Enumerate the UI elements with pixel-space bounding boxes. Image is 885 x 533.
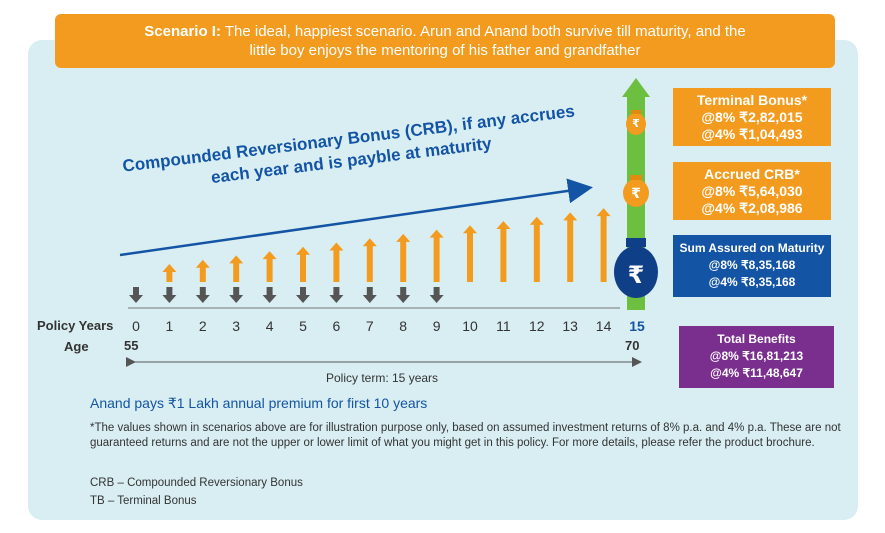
maturity-arrow-head [622, 78, 650, 97]
premium-text: Anand pays ₹1 Lakh annual premium for fi… [90, 395, 428, 411]
rupee-icon-large: ₹ [628, 261, 645, 289]
policy-year-12: 12 [529, 318, 545, 334]
terminal-bonus-title: Terminal Bonus* [696, 92, 808, 108]
accrued-crb-8: @8% ₹5,64,030 [701, 183, 803, 199]
abbr-crb: CRB – Compounded Reversionary Bonus [90, 477, 303, 489]
sum-assured-8: @8% ₹8,35,168 [708, 258, 796, 272]
premium-arrow-year-3 [229, 287, 244, 303]
policy-year-5: 5 [299, 318, 307, 334]
policy-year-10: 10 [462, 318, 478, 334]
total-benefits-8: @8% ₹16,81,213 [709, 349, 804, 363]
rupee-icon-medium: ₹ [631, 186, 641, 202]
accrued-crb-box: Accrued CRB* @8% ₹5,64,030 @4% ₹2,08,986 [673, 162, 831, 220]
terminal-bonus-bag-icon [626, 110, 646, 135]
policy-year-1: 1 [165, 318, 174, 334]
premium-arrow-year-9 [429, 287, 444, 303]
bonus-arrow-year-13 [563, 212, 578, 282]
policy-year-9: 9 [432, 318, 441, 334]
disclaimer-note: *The values shown in scenarios above are… [90, 422, 841, 449]
policy-year-4: 4 [265, 318, 274, 334]
age-start: 55 [124, 338, 139, 353]
bonus-up-arrows [162, 208, 611, 282]
total-benefits-title: Total Benefits [717, 332, 796, 346]
policy-year-0: 0 [132, 318, 140, 334]
bonus-arrow-year-12 [529, 216, 544, 282]
policy-year-2: 2 [198, 318, 207, 334]
sum-assured-title: Sum Assured on Maturity [679, 241, 825, 255]
abbr-tb: TB – Terminal Bonus [90, 495, 197, 507]
bonus-arrow-year-6 [329, 242, 344, 282]
policy-year-8: 8 [399, 318, 408, 334]
policy-year-3: 3 [232, 318, 241, 334]
age-end: 70 [625, 338, 640, 353]
bonus-arrow-year-3 [229, 255, 244, 282]
scenario-line1: The ideal, happiest scenario. Arun and A… [220, 23, 746, 40]
sum-assured-bag-icon [614, 238, 658, 298]
terminal-bonus-4: @4% ₹1,04,493 [701, 126, 803, 142]
bonus-arrow-year-1 [162, 264, 177, 282]
policy-year-6: 6 [332, 318, 341, 334]
premium-arrow-year-1 [162, 287, 177, 303]
premium-arrow-year-2 [195, 287, 210, 303]
crb-trend-arrow [119, 178, 593, 257]
sum-assured-4: @4% ₹8,35,168 [708, 275, 796, 289]
bonus-arrow-year-14 [596, 208, 611, 282]
policy-year-13: 13 [562, 318, 578, 334]
total-benefits-box: Total Benefits @8% ₹16,81,213 @4% ₹11,48… [679, 326, 834, 388]
bonus-arrow-year-4 [262, 251, 277, 282]
accrued-crb-4: @4% ₹2,08,986 [701, 200, 803, 216]
premium-arrow-year-4 [262, 287, 277, 303]
scenario-label: Scenario I: [144, 23, 221, 40]
accrued-crb-title: Accrued CRB* [704, 166, 800, 182]
policy-year-15: 15 [629, 318, 645, 334]
scenario-line2: little boy enjoys the mentoring of his f… [249, 42, 641, 59]
policy-term-label: Policy term: 15 years [326, 371, 439, 385]
premium-arrow-year-5 [296, 287, 310, 303]
policy-years-label: Policy Years [37, 318, 114, 333]
bonus-arrow-year-10 [463, 225, 477, 282]
age-label: Age [64, 339, 89, 354]
total-benefits-4: @4% ₹11,48,647 [710, 366, 803, 380]
rupee-icon-small: ₹ [632, 117, 640, 130]
accrued-crb-bag-icon [623, 175, 649, 207]
bonus-arrow-year-8 [396, 233, 411, 282]
bonus-arrow-year-11 [496, 221, 511, 282]
premium-arrow-year-7 [362, 287, 377, 303]
bonus-arrow-year-9 [429, 229, 444, 282]
sum-assured-box: Sum Assured on Maturity @8% ₹8,35,168 @4… [673, 235, 831, 297]
terminal-bonus-8: @8% ₹2,82,015 [701, 109, 803, 125]
bonus-arrow-year-7 [362, 238, 377, 282]
bonus-arrow-year-2 [195, 259, 210, 282]
premium-arrow-year-0 [129, 287, 143, 303]
policy-year-7: 7 [365, 318, 374, 334]
terminal-bonus-box: Terminal Bonus* @8% ₹2,82,015 @4% ₹1,04,… [673, 88, 831, 146]
premium-arrow-year-8 [396, 287, 411, 303]
premium-down-arrows [129, 287, 444, 303]
scenario-header: Scenario I: The ideal, happiest scenario… [55, 14, 835, 68]
policy-year-14: 14 [595, 318, 612, 334]
policy-year-11: 11 [496, 318, 511, 334]
bonus-arrow-year-5 [296, 246, 310, 282]
premium-arrow-year-6 [329, 287, 344, 303]
